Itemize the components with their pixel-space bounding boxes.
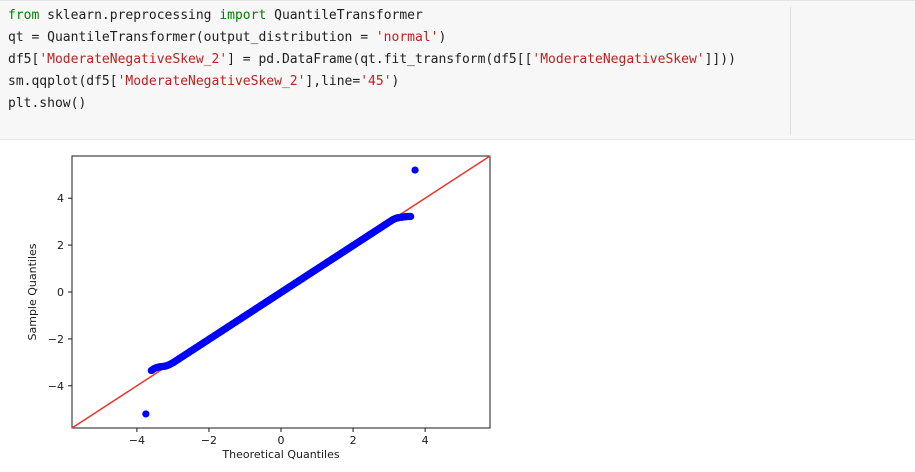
x-tick-label: 2 bbox=[350, 434, 357, 447]
data-point bbox=[411, 166, 419, 174]
code-editor[interactable]: from sklearn.preprocessing import Quanti… bbox=[8, 5, 736, 115]
code-token: df5[ bbox=[8, 52, 40, 67]
code-token: QuantileTransformer bbox=[266, 8, 423, 23]
code-token: ],line= bbox=[305, 74, 361, 89]
code-cell[interactable]: from sklearn.preprocessing import Quanti… bbox=[0, 0, 915, 140]
data-point bbox=[407, 212, 415, 221]
x-tick-label: 4 bbox=[422, 434, 429, 447]
code-string: 'ModerateNegativeSkew_2' bbox=[39, 52, 228, 67]
code-token: ) bbox=[438, 30, 447, 45]
code-line: from sklearn.preprocessing import Quanti… bbox=[8, 5, 736, 27]
code-token: ] = pd.DataFrame(qt.fit_transform(df5[[ bbox=[227, 52, 533, 67]
code-string: '45' bbox=[360, 74, 392, 89]
code-line: sm.qqplot(df5['ModerateNegativeSkew_2'],… bbox=[8, 71, 736, 93]
code-token: sm.qqplot(df5[ bbox=[8, 74, 118, 89]
x-tick-label: 0 bbox=[278, 434, 285, 447]
code-line: qt = QuantileTransformer(output_distribu… bbox=[8, 27, 736, 49]
data-point bbox=[142, 410, 150, 418]
code-keyword: from bbox=[8, 8, 40, 23]
y-tick-label: 2 bbox=[57, 239, 64, 252]
code-token: plt.show() bbox=[8, 96, 87, 111]
code-keyword: import bbox=[219, 8, 267, 23]
x-tick-label: −2 bbox=[201, 434, 217, 447]
qq-plot-svg: −4 −2 0 2 4 −4 −2 0 2 4 Theoretical Quantiles Sam… bbox=[26, 155, 491, 461]
y-tick-label: 0 bbox=[57, 286, 64, 299]
x-axis-label: Theoretical Quantiles bbox=[221, 448, 339, 461]
y-tick-label: −4 bbox=[48, 380, 64, 393]
line-length-ruler bbox=[790, 7, 791, 135]
code-string: 'ModerateNegativeSkew_2' bbox=[117, 74, 306, 89]
y-tick-label: 4 bbox=[57, 192, 64, 205]
x-tick-label: −4 bbox=[129, 434, 145, 447]
code-token: qt = QuantileTransformer(output_distribu… bbox=[8, 30, 376, 45]
code-line: plt.show() bbox=[8, 93, 736, 115]
code-string: 'normal' bbox=[375, 30, 439, 45]
code-line: df5['ModerateNegativeSkew_2'] = pd.DataF… bbox=[8, 49, 736, 71]
code-token: ) bbox=[391, 74, 400, 89]
y-tick-label: −2 bbox=[48, 333, 64, 346]
qq-plot: −4 −2 0 2 4 −4 −2 0 2 4 Theoretical Quantiles Sam… bbox=[0, 148, 520, 472]
code-token: ]])) bbox=[704, 52, 736, 67]
y-axis-label: Sample Quantiles bbox=[26, 243, 39, 340]
code-string: 'ModerateNegativeSkew' bbox=[532, 52, 705, 67]
code-token: sklearn.preprocessing bbox=[39, 8, 220, 23]
